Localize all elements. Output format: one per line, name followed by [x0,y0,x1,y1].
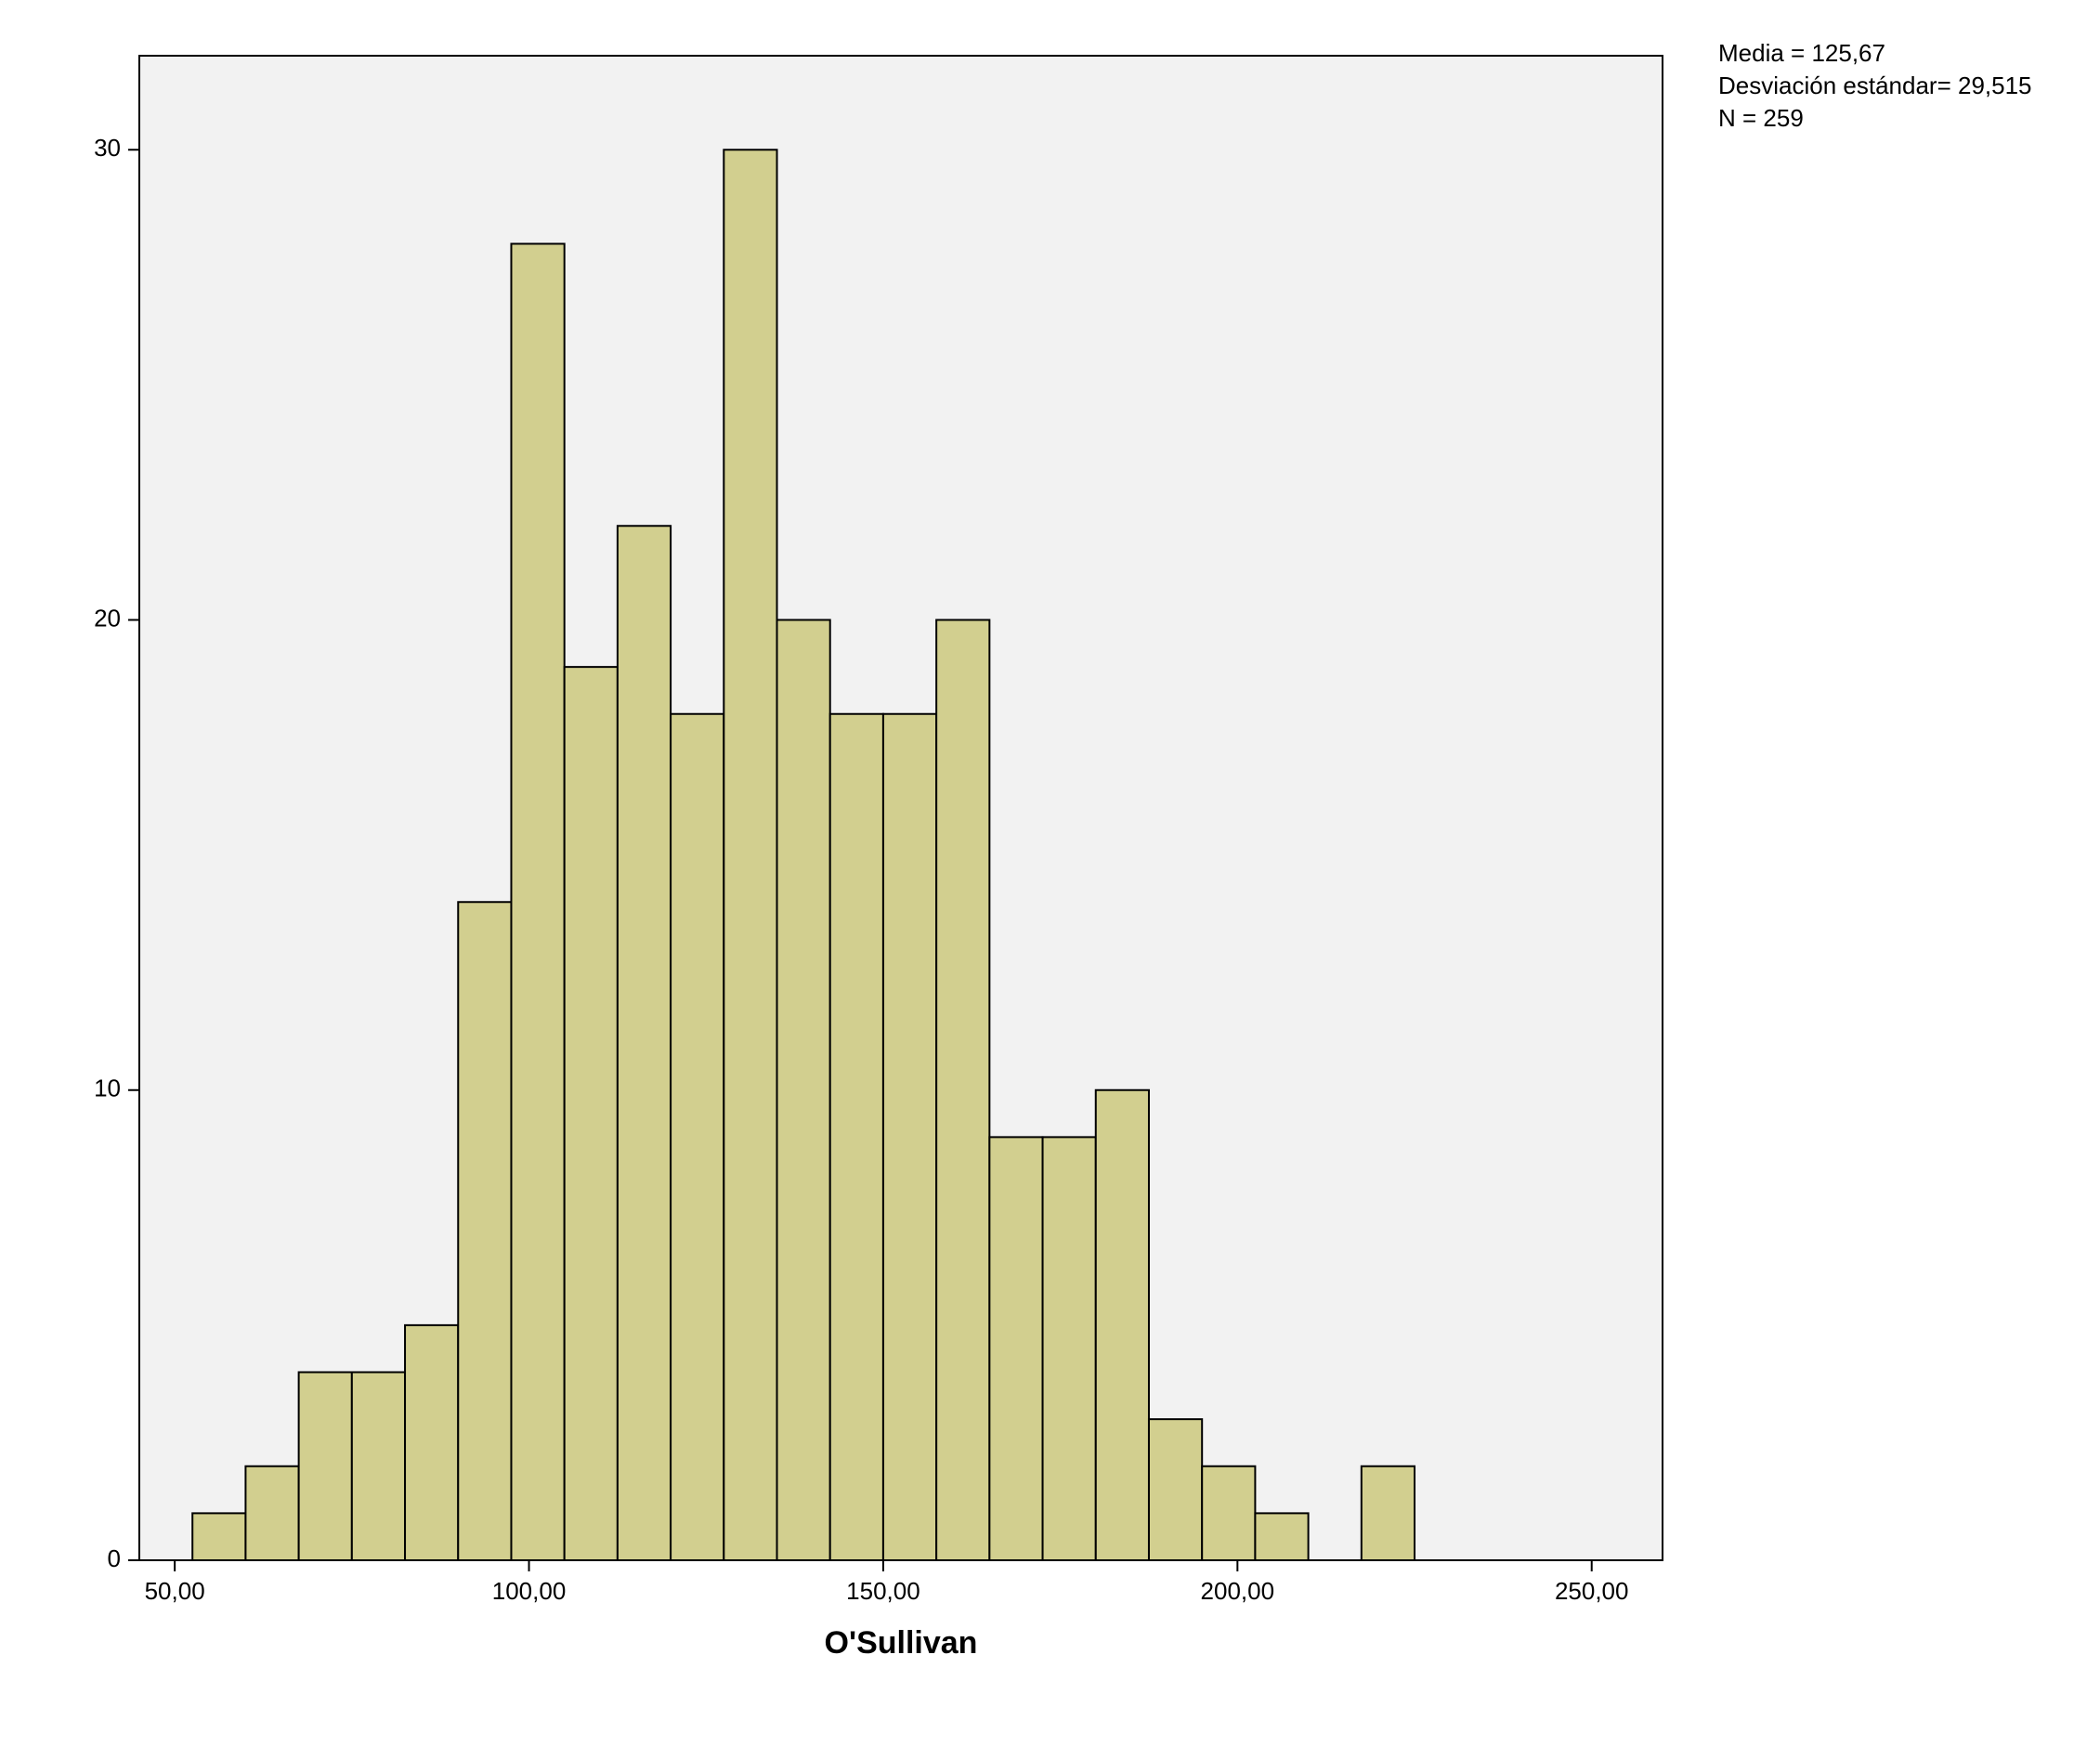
x-tick-label: 200,00 [1201,1577,1275,1605]
histogram-bar [671,714,724,1560]
histogram-bar [458,902,511,1560]
histogram-bar [883,714,936,1560]
x-tick-label: 100,00 [492,1577,567,1605]
x-axis-label: O'Sullivan [825,1625,978,1661]
x-tick-label: 150,00 [846,1577,920,1605]
histogram-bar [936,620,989,1561]
histogram-bar [565,667,618,1560]
histogram-bar [245,1466,298,1560]
y-tick-label: 0 [108,1544,121,1572]
stat-n: N = 259 [1718,102,2032,135]
y-tick-label: 20 [94,604,121,632]
histogram-bar [1096,1090,1149,1560]
y-tick-label: 30 [94,134,121,162]
histogram-bar [1202,1466,1255,1560]
histogram-bar [299,1373,352,1561]
histogram-bar [618,526,671,1560]
histogram-bar [405,1325,458,1560]
histogram-bar [724,150,776,1560]
histogram-bar [1043,1137,1096,1560]
histogram-bar [192,1513,245,1560]
stat-mean: Media = 125,67 [1718,37,2032,70]
histogram-bar [1362,1466,1415,1560]
histogram-bar [352,1373,405,1561]
histogram-bar [511,244,564,1561]
stat-sd: Desviación estándar= 29,515 [1718,70,2032,102]
histogram-bar [989,1137,1042,1560]
histogram-bar [1255,1513,1308,1560]
histogram-chart: 0 10 20 30 50,00 100,00 150,00 200,00 250,00 O'Su… [19,19,1709,1709]
stats-panel: Media = 125,67 Desviación estándar= 29,5… [1718,37,2032,135]
y-tick-label: 10 [94,1075,121,1102]
histogram-bar [777,620,830,1561]
x-tick-label: 50,00 [145,1577,205,1605]
histogram-bar [1149,1419,1202,1560]
x-tick-label: 250,00 [1555,1577,1629,1605]
histogram-bar [830,714,883,1560]
